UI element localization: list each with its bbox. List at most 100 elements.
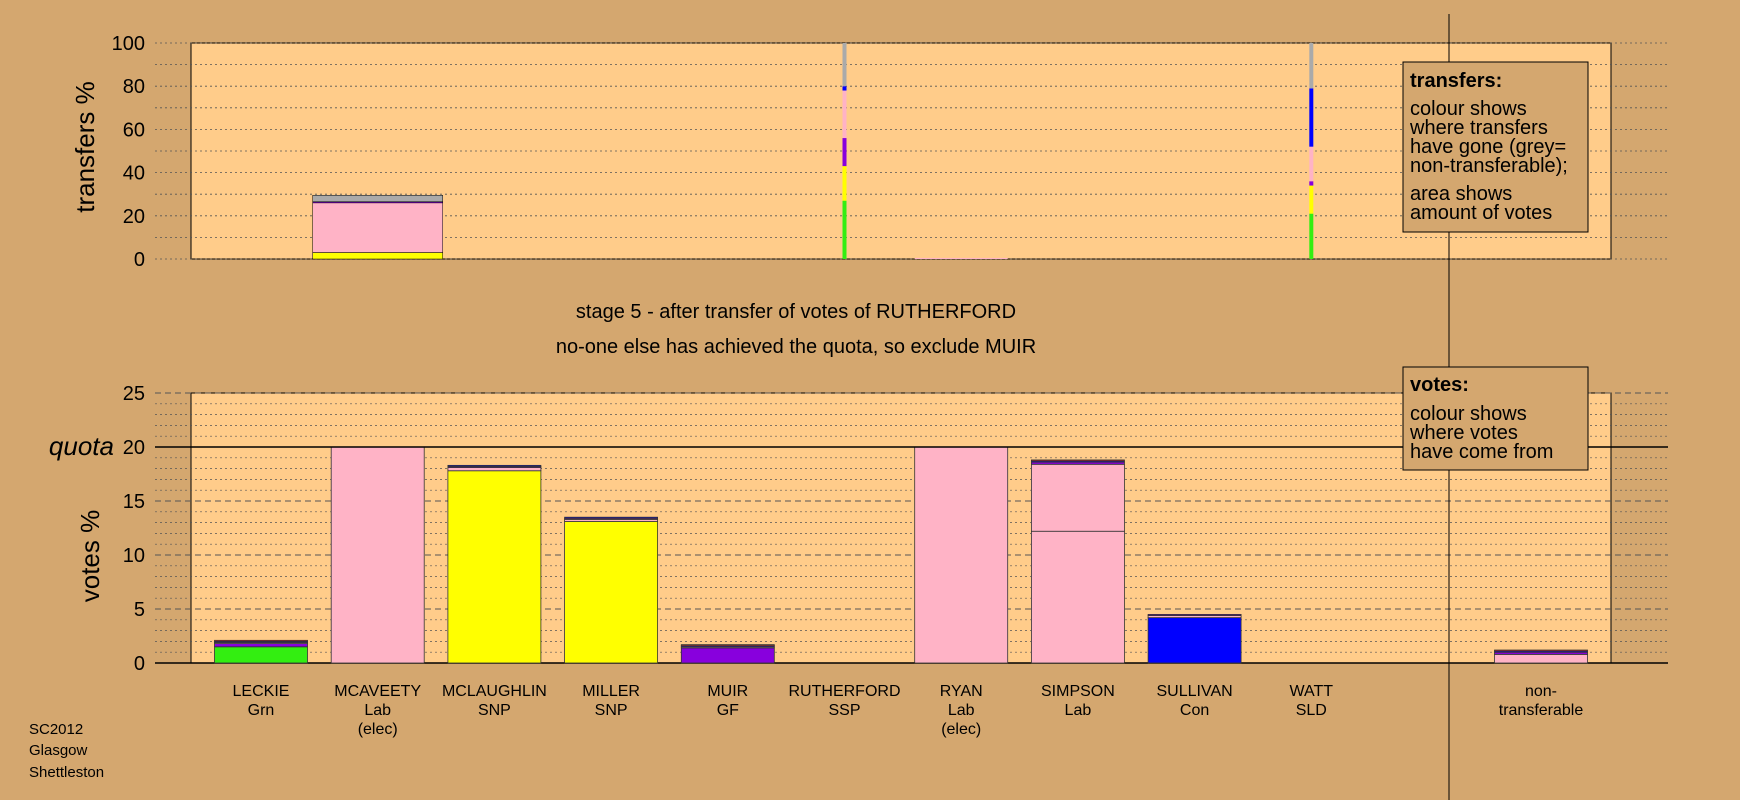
candidate-label: RUTHERFORD [789, 683, 901, 700]
transfer-segment [1309, 185, 1314, 214]
vote-segment [214, 639, 308, 642]
votes-tick-label: 0 [134, 653, 145, 675]
candidate-label: WATT [1290, 683, 1334, 700]
footnote-line: SC2012 [29, 721, 83, 738]
candidate-label: GF [717, 702, 739, 719]
votes-axis-title: votes % [75, 510, 105, 603]
transfers-legend: transfers: colour shows where transfers … [1402, 61, 1589, 233]
transfer-segment [312, 195, 443, 203]
candidate-label: Lab [1065, 702, 1092, 719]
transfer-segment [1309, 181, 1314, 186]
transfers-bars [312, 43, 1314, 260]
quota-label: quota [49, 431, 114, 461]
candidate-label: Lab [948, 702, 975, 719]
candidate-label: Con [1180, 702, 1209, 719]
candidate-label: SULLIVAN [1157, 683, 1233, 700]
transfers-legend-box [1402, 61, 1589, 233]
transfer-segment [312, 202, 443, 253]
candidate-label: RYAN [940, 683, 983, 700]
transfers-tick-label: 100 [112, 33, 145, 55]
votes-legend: votes: colour shows where votes have com… [1402, 366, 1589, 471]
candidate-label: SNP [478, 702, 511, 719]
candidate-label: MCLAUGHLIN [442, 683, 547, 700]
votes-bars [214, 446, 1588, 664]
transfer-segment [842, 90, 847, 139]
vote-segment [330, 446, 425, 664]
candidate-label: MILLER [582, 683, 640, 700]
votes-plot-area [190, 392, 1612, 664]
transfer-segment [312, 252, 443, 260]
candidate-label: transferable [1499, 702, 1584, 719]
votes-tick-label: 15 [123, 491, 145, 513]
transfer-segment [1309, 213, 1314, 259]
transfers-tick-label: 60 [123, 119, 145, 141]
transfers-tick-label: 0 [134, 249, 145, 271]
transfer-segment [1309, 43, 1314, 89]
footnote-line: Shettleston [29, 764, 104, 781]
transfers-legend-line: non-transferable); [1410, 155, 1568, 177]
vote-segment [564, 521, 658, 664]
vote-segment [447, 470, 542, 664]
candidate-label: Lab [364, 702, 391, 719]
transfers-tick-labels: 0 20 40 60 80 100 [112, 33, 145, 271]
transfer-segment [842, 138, 847, 167]
votes-tick-label: 25 [123, 383, 145, 405]
stage-action: no-one else has achieved the quota, so e… [556, 336, 1036, 358]
vote-segment [564, 516, 658, 519]
vote-segment [914, 446, 1009, 664]
vote-segment [1031, 463, 1125, 532]
votes-legend-line: where votes [1409, 422, 1518, 444]
candidate-label: non- [1525, 683, 1557, 700]
vote-segment [680, 647, 775, 664]
candidate-label: Grn [248, 702, 275, 719]
candidate-label: SSP [828, 702, 860, 719]
votes-tick-label: 5 [134, 599, 145, 621]
transfers-legend-line: have gone (grey= [1410, 136, 1566, 158]
vote-segment [1147, 617, 1242, 664]
transfer-segment [842, 43, 847, 87]
vote-segment [1147, 614, 1242, 616]
transfers-legend-heading: transfers: [1410, 70, 1502, 92]
transfer-segment [842, 200, 847, 259]
vote-segment [214, 646, 308, 664]
votes-tick-labels: 0 5 10 15 20 25 [123, 383, 145, 675]
candidate-label: MCAVEETY [334, 683, 421, 700]
transfers-legend-line: amount of votes [1410, 202, 1552, 224]
footnote-line: Glasgow [29, 742, 88, 759]
candidate-label: (elec) [941, 721, 981, 738]
transfers-axis-title: transfers % [70, 81, 100, 213]
vote-segment [447, 464, 542, 467]
transfers-tick-label: 40 [123, 163, 145, 185]
transfer-segment [842, 86, 847, 91]
candidate-label: MUIR [707, 683, 748, 700]
vote-segment [447, 467, 542, 472]
transfers-tick-label: 80 [123, 76, 145, 98]
transfers-tick-label: 20 [123, 206, 145, 228]
transfer-segment [914, 257, 1008, 259]
candidate-label: SNP [595, 702, 628, 719]
vote-segment [214, 643, 308, 648]
transfer-segment [1309, 146, 1314, 182]
votes-legend-heading: votes: [1410, 374, 1469, 396]
vote-segment [1031, 459, 1125, 462]
votes-legend-box [1402, 366, 1589, 471]
stage-title: stage 5 - after transfer of votes of RUT… [576, 301, 1016, 323]
candidate-label: LECKIE [233, 683, 290, 700]
candidate-label: SIMPSON [1041, 683, 1115, 700]
vote-segment [1494, 649, 1588, 652]
votes-tick-label: 20 [123, 437, 145, 459]
transfers-legend-line: where transfers [1409, 117, 1548, 139]
candidate-label: SLD [1296, 702, 1327, 719]
transfers-legend-line: colour shows [1410, 98, 1527, 120]
candidate-labels: LECKIE Grn MCAVEETY Lab (elec) MCLAUGHLIN SNP M… [233, 683, 1584, 738]
transfers-legend-line: area shows [1410, 183, 1512, 205]
candidate-label: (elec) [358, 721, 398, 738]
transfer-segment [842, 166, 847, 201]
transfer-segment [1309, 88, 1314, 147]
vote-segment [1031, 530, 1125, 664]
votes-tick-label: 10 [123, 545, 145, 567]
vote-segment [1494, 653, 1588, 664]
votes-legend-line: colour shows [1410, 403, 1527, 425]
